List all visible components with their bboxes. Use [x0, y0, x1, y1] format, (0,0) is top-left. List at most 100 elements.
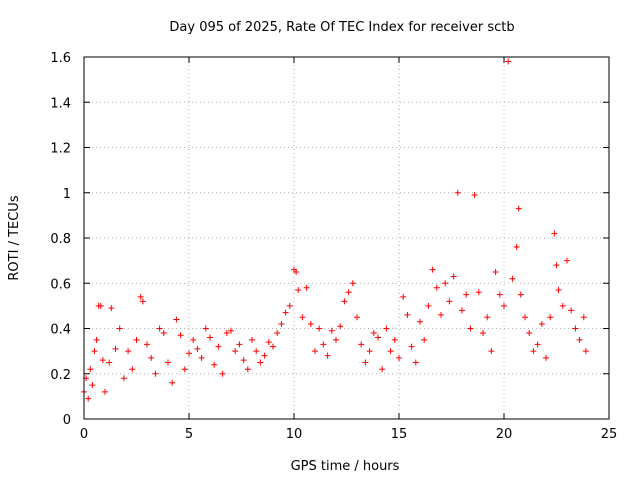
x-tick-label: 15 [391, 427, 408, 442]
data-point [215, 343, 222, 350]
data-point [513, 244, 520, 251]
data-point [568, 307, 575, 314]
data-point [102, 388, 108, 395]
y-tick-label: 0 [63, 413, 71, 428]
data-point [286, 302, 293, 309]
data-point [223, 330, 230, 337]
data-point [316, 325, 323, 332]
data-point [391, 336, 398, 343]
data-point [358, 341, 365, 348]
data-point [169, 379, 176, 386]
data-point [484, 314, 491, 321]
data-point [270, 343, 276, 350]
data-point [505, 58, 512, 65]
data-point [551, 230, 558, 237]
data-point [345, 289, 352, 296]
x-tick-label: 20 [496, 427, 513, 442]
data-point [576, 336, 583, 343]
data-point [526, 330, 533, 337]
data-point [459, 307, 465, 314]
data-point [194, 345, 201, 352]
data-point [496, 291, 503, 298]
data-point [467, 325, 474, 332]
y-tick-label: 0.6 [50, 277, 71, 292]
plot-frame [83, 56, 610, 420]
x-tick-label: 5 [185, 427, 193, 442]
data-point [442, 280, 449, 287]
data-point [99, 357, 106, 364]
data-point [97, 302, 104, 309]
data-point [278, 320, 285, 327]
chart-title: Day 095 of 2025, Rate Of TEC Index for r… [169, 20, 514, 35]
x-axis-label: GPS time / hours [291, 459, 400, 474]
data-point [257, 359, 264, 366]
data-point [572, 325, 579, 332]
data-point [211, 361, 218, 368]
data-point [354, 314, 360, 321]
data-point [509, 275, 516, 282]
data-point [337, 323, 344, 330]
y-tick-label: 0.2 [50, 368, 71, 383]
data-point [564, 257, 570, 264]
data-point [555, 287, 562, 294]
data-point [396, 354, 402, 361]
data-point [125, 348, 132, 355]
data-point [120, 375, 127, 382]
y-tick-label: 1.2 [50, 142, 71, 157]
axis-ticks [83, 56, 610, 420]
data-point [261, 352, 268, 359]
x-tick-label: 10 [286, 427, 303, 442]
y-tick-label: 1.4 [50, 96, 71, 111]
data-point [362, 359, 369, 366]
data-point [137, 293, 144, 300]
data-point [517, 291, 524, 298]
data-point [417, 318, 423, 325]
data-point [328, 327, 335, 334]
data-point [471, 192, 478, 199]
data-point [198, 354, 205, 361]
data-point [543, 354, 549, 361]
data-point [232, 348, 239, 355]
data-point [133, 336, 140, 343]
data-point [249, 336, 255, 343]
data-point [177, 332, 184, 339]
y-tick-label: 1.6 [50, 51, 71, 66]
data-point [538, 320, 545, 327]
data-point [186, 350, 192, 357]
data-point [240, 357, 247, 364]
data-point [400, 293, 407, 300]
data-point [412, 359, 419, 366]
data-point [446, 298, 453, 305]
data-point [87, 366, 94, 373]
data-point [152, 370, 159, 377]
data-point [85, 395, 92, 402]
data-point [582, 348, 589, 355]
data-point [488, 348, 495, 355]
data-point [324, 352, 331, 359]
data-point [244, 366, 251, 373]
data-point [425, 302, 432, 309]
data-point [228, 327, 234, 334]
data-point [370, 330, 377, 337]
data-point [421, 336, 428, 343]
data-point [408, 343, 415, 350]
data-point [534, 341, 541, 348]
tick-labels: 0 5 10 15 20 25 0 0.2 0.4 0.6 0.8 1 1.2 1.4 1.6 [50, 51, 617, 442]
data-point [265, 339, 272, 346]
data-point [173, 316, 180, 323]
data-point [387, 348, 394, 355]
data-point [492, 268, 499, 275]
data-points [81, 58, 589, 402]
data-point [89, 382, 96, 389]
data-point [580, 314, 587, 321]
data-point [303, 284, 310, 291]
data-point [333, 336, 339, 343]
data-point [307, 320, 314, 327]
data-point [480, 330, 486, 337]
data-point [91, 348, 98, 355]
data-point [144, 341, 150, 348]
data-point [219, 370, 226, 377]
data-point [299, 314, 306, 321]
data-point [404, 311, 411, 318]
data-point [129, 366, 136, 373]
